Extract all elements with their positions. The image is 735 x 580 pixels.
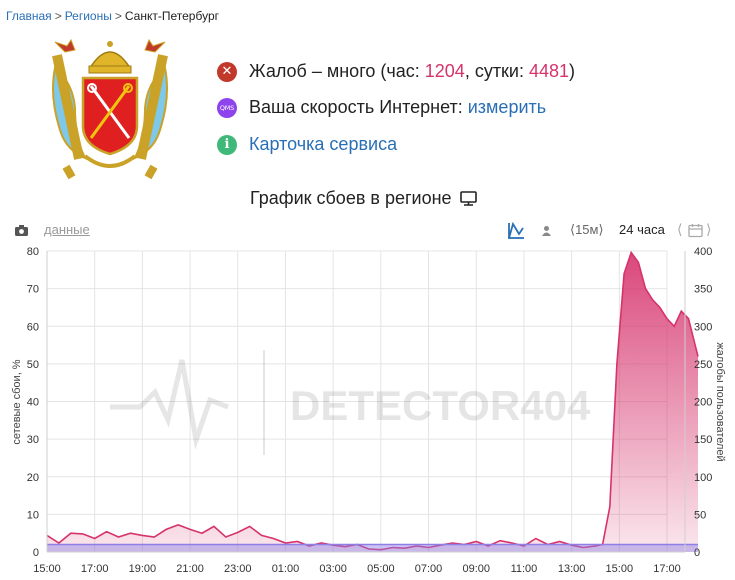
x-tick-label: 17:00 [653, 563, 681, 575]
complaints-line [46, 250, 699, 551]
x-tick-label: 05:00 [367, 563, 395, 575]
range-24h-button[interactable]: 24 часа [619, 222, 665, 237]
camera-icon[interactable] [14, 224, 29, 237]
breadcrumb-separator: > [54, 9, 62, 23]
breadcrumb-current: Санкт-Петербург [124, 9, 219, 23]
card-row: i Карточка сервиса [217, 134, 397, 155]
chart-title-row: График сбоев в регионе [250, 188, 477, 209]
x-tick-label: 11:00 [511, 563, 538, 575]
breadcrumb: Главная > Регионы > Санкт-Петербург [6, 9, 219, 23]
y-right-tick-label: 0 [694, 547, 700, 559]
y-right-tick-label: 200 [694, 397, 712, 409]
speed-label: Ваша скорость Интернет: [249, 97, 463, 117]
user-icon[interactable] [541, 225, 552, 237]
chart-area-icon[interactable] [507, 222, 525, 239]
x-tick-label: 15:00 [33, 563, 61, 575]
y-left-tick-label: 20 [27, 472, 39, 484]
watermark-text: DETECTOR404 [290, 382, 591, 429]
chevron-right-icon[interactable]: ⟩ [706, 221, 712, 237]
y-right-tick-label: 150 [694, 434, 712, 446]
x-tick-label: 03:00 [319, 563, 347, 575]
calendar-icon[interactable] [688, 223, 703, 238]
x-tick-label: 07:00 [415, 563, 443, 575]
chart-title: График сбоев в регионе [250, 188, 452, 208]
y-axis-right-label: жалобы пользователей [714, 342, 726, 461]
y-left-tick-label: 40 [27, 397, 39, 409]
error-icon: ✕ [217, 61, 237, 82]
breadcrumb-separator: > [114, 9, 122, 23]
x-tick-label: 21:00 [176, 563, 204, 575]
complaints-area [47, 252, 698, 552]
chevron-left-icon[interactable]: ⟨ [677, 221, 683, 237]
x-tick-label: 09:00 [462, 563, 490, 575]
info-icon: i [217, 134, 237, 155]
y-right-tick-label: 400 [694, 246, 712, 258]
data-link[interactable]: данные [44, 222, 90, 237]
y-left-tick-label: 70 [27, 284, 39, 296]
y-left-tick-label: 10 [27, 509, 39, 521]
y-right-tick-label: 250 [694, 359, 712, 371]
y-right-tick-label: 350 [694, 284, 712, 296]
y-right-tick-label: 100 [694, 472, 712, 484]
y-right-tick-label: 300 [694, 321, 712, 333]
x-tick-label: 23:00 [224, 563, 252, 575]
x-tick-label: 19:00 [129, 563, 157, 575]
complaints-text: Жалоб – много (час: 1204, сутки: 4481) [249, 61, 576, 81]
service-card-link[interactable]: Карточка сервиса [249, 134, 398, 154]
outages-area [47, 544, 698, 552]
monitor-icon[interactable] [459, 191, 477, 206]
x-tick-label: 15:00 [606, 563, 634, 575]
qms-icon: QMS [217, 97, 237, 118]
y-left-tick-label: 80 [27, 246, 39, 258]
chart-grid [46, 250, 668, 553]
chart-axes: 0 10 20 30 40 50 60 70 80 0 50 100 150 200 250 300 350 40… [27, 246, 713, 575]
breadcrumb-home[interactable]: Главная [6, 9, 52, 23]
measure-link[interactable]: измерить [467, 97, 547, 117]
range-15m-button[interactable]: ⟨15м⟩ [570, 222, 604, 237]
y-right-tick-label: 50 [694, 509, 706, 521]
y-left-tick-label: 0 [33, 547, 39, 559]
x-tick-label: 01:00 [272, 563, 300, 575]
y-left-tick-label: 50 [27, 359, 39, 371]
y-left-tick-label: 60 [27, 321, 39, 333]
watermark: DETECTOR404 [110, 350, 591, 455]
breadcrumb-regions[interactable]: Регионы [64, 9, 112, 23]
complaints-hour-value: 1204 [424, 61, 465, 81]
y-axis-left-label: сетевые сбои, % [11, 359, 23, 444]
chart-series [46, 250, 699, 552]
coat-of-arms-image [52, 38, 168, 180]
speed-row: QMS Ваша скорость Интернет: измерить [217, 97, 546, 118]
x-tick-label: 13:00 [558, 563, 586, 575]
y-left-tick-label: 30 [27, 434, 39, 446]
complaints-day-value: 4481 [529, 61, 570, 81]
complaints-row: ✕ Жалоб – много (час: 1204, сутки: 4481) [217, 61, 575, 82]
x-tick-label: 17:00 [81, 563, 109, 575]
